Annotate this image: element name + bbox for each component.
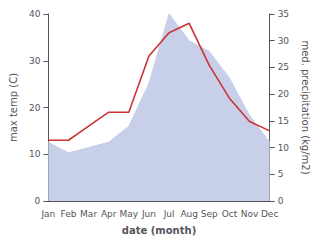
svg-text:Dec: Dec xyxy=(261,209,278,219)
svg-text:Jun: Jun xyxy=(141,209,156,219)
svg-text:20: 20 xyxy=(29,103,41,113)
svg-text:30: 30 xyxy=(29,56,41,66)
svg-text:Feb: Feb xyxy=(61,209,77,219)
svg-text:Mar: Mar xyxy=(80,209,97,219)
svg-text:0: 0 xyxy=(278,196,284,206)
svg-text:Apr: Apr xyxy=(101,209,117,219)
svg-text:40: 40 xyxy=(29,9,41,19)
svg-text:10: 10 xyxy=(278,143,290,153)
svg-text:Oct: Oct xyxy=(222,209,238,219)
svg-text:30: 30 xyxy=(278,36,290,46)
svg-text:25: 25 xyxy=(278,62,289,72)
svg-text:35: 35 xyxy=(278,9,289,19)
svg-text:0: 0 xyxy=(35,196,41,206)
svg-text:15: 15 xyxy=(278,116,289,126)
svg-text:med. precipitation (kg/m2): med. precipitation (kg/m2) xyxy=(300,40,311,174)
svg-text:20: 20 xyxy=(278,89,290,99)
svg-text:Jan: Jan xyxy=(40,209,55,219)
svg-text:May: May xyxy=(120,209,139,219)
svg-text:5: 5 xyxy=(278,169,284,179)
svg-text:max temp (C): max temp (C) xyxy=(8,73,19,142)
svg-text:Sep: Sep xyxy=(201,209,218,219)
svg-text:Aug: Aug xyxy=(180,209,198,219)
svg-text:Nov: Nov xyxy=(241,209,259,219)
svg-text:Jul: Jul xyxy=(163,209,175,219)
svg-text:10: 10 xyxy=(29,149,41,159)
svg-text:date (month): date (month) xyxy=(122,225,196,236)
